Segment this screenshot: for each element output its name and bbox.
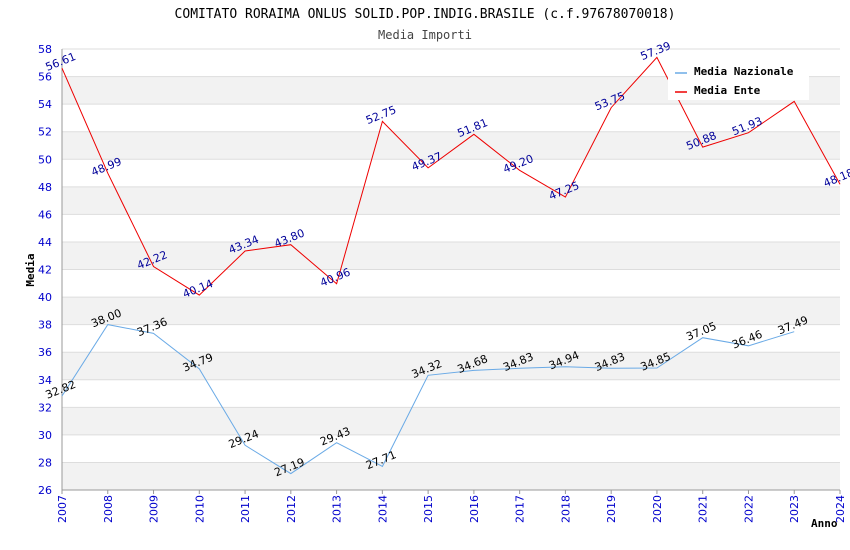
chart-title: COMITATO RORAIMA ONLUS SOLID.POP.INDIG.B… bbox=[175, 7, 676, 22]
x-tick-label: 2009 bbox=[148, 495, 161, 523]
x-axis-label: Anno bbox=[811, 517, 838, 530]
y-tick-label: 42 bbox=[38, 264, 52, 277]
y-tick-label: 28 bbox=[38, 456, 52, 469]
grid-band bbox=[62, 434, 840, 463]
y-tick-label: 32 bbox=[38, 401, 52, 414]
y-tick-label: 50 bbox=[38, 153, 52, 166]
x-ticks: 2007 2008 2009 2010 2011 2012 2013 2014 2015 2016… bbox=[56, 490, 847, 523]
x-tick-label: 2021 bbox=[697, 495, 710, 523]
x-tick-label: 2024 bbox=[834, 495, 847, 523]
x-tick-label: 2007 bbox=[56, 495, 69, 523]
series-line-media-nazionale bbox=[61, 324, 795, 475]
y-tick-label: 30 bbox=[38, 429, 52, 442]
x-tick-label: 2015 bbox=[422, 495, 435, 523]
y-tick-label: 46 bbox=[38, 208, 52, 221]
legend-label-media-nazionale: Media Nazionale bbox=[694, 65, 794, 78]
y-axis-label: Media bbox=[24, 253, 37, 286]
grid-band bbox=[62, 104, 840, 132]
y-tick-label: 38 bbox=[38, 319, 52, 332]
x-tick-label: 2018 bbox=[559, 495, 572, 523]
y-tick-label: 44 bbox=[38, 236, 52, 249]
grid-band bbox=[62, 241, 840, 270]
legend: Media Nazionale Media Ente bbox=[668, 60, 809, 100]
x-tick-label: 2020 bbox=[651, 495, 664, 523]
y-tick-label: 40 bbox=[38, 291, 52, 304]
x-tick-label: 2017 bbox=[514, 495, 527, 523]
grid-band bbox=[62, 214, 840, 242]
grid-band bbox=[62, 159, 840, 187]
x-tick-label: 2014 bbox=[376, 495, 389, 523]
x-tick-label: 2012 bbox=[285, 495, 298, 523]
x-tick-label: 2022 bbox=[742, 495, 755, 523]
x-tick-label: 2023 bbox=[788, 495, 801, 523]
y-tick-label: 48 bbox=[38, 181, 52, 194]
grid-band bbox=[62, 379, 840, 408]
x-tick-label: 2013 bbox=[331, 495, 344, 523]
x-tick-label: 2011 bbox=[239, 495, 252, 523]
legend-label-media-ente: Media Ente bbox=[694, 84, 761, 97]
grid-band bbox=[62, 324, 840, 353]
grid-band bbox=[62, 131, 840, 160]
legend-box bbox=[668, 60, 809, 100]
grid-band bbox=[62, 297, 840, 325]
x-tick-label: 2019 bbox=[605, 495, 618, 523]
grid-bands bbox=[62, 48, 840, 491]
series-lines bbox=[61, 56, 841, 475]
y-tick-label: 52 bbox=[38, 126, 52, 139]
x-tick-label: 2008 bbox=[102, 495, 115, 523]
series-line-media-ente bbox=[61, 56, 841, 296]
x-tick-label: 2010 bbox=[193, 495, 206, 523]
y-tick-label: 36 bbox=[38, 346, 52, 359]
grid-band bbox=[62, 462, 840, 490]
grid-band bbox=[62, 269, 840, 298]
x-tick-label: 2016 bbox=[468, 495, 481, 523]
y-tick-label: 58 bbox=[38, 43, 52, 56]
grid-band bbox=[62, 186, 840, 215]
plot-frame bbox=[61, 49, 840, 491]
y-tick-label: 26 bbox=[38, 484, 52, 497]
grid-band bbox=[62, 352, 840, 380]
grid-band bbox=[62, 407, 840, 435]
y-tick-label: 34 bbox=[38, 374, 52, 387]
y-tick-label: 56 bbox=[38, 71, 52, 84]
y-ticks: 26 28 30 32 34 36 38 40 42 44 46 48 50 52 54 56 58 bbox=[38, 43, 52, 497]
y-tick-label: 54 bbox=[38, 98, 52, 111]
chart-subtitle: Media Importi bbox=[378, 28, 472, 42]
